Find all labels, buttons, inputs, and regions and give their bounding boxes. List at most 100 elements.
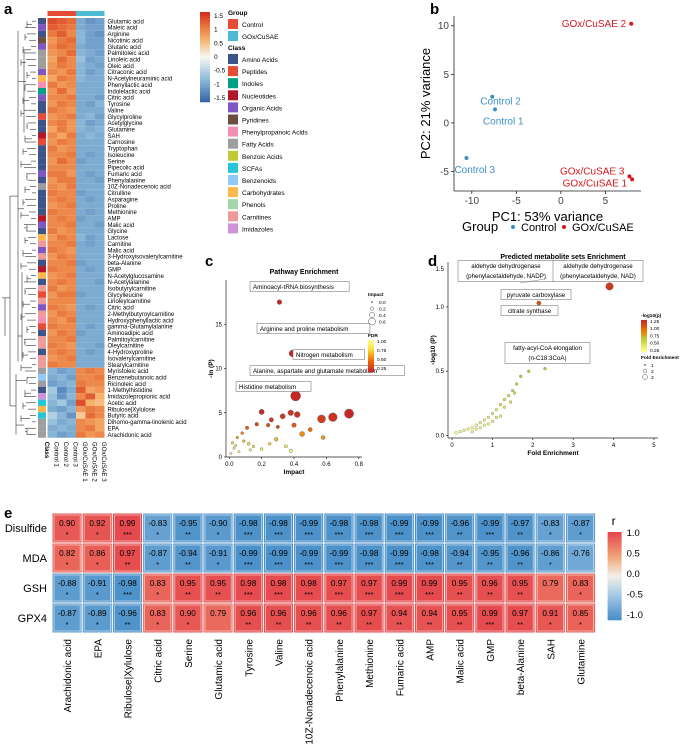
heatmap-cell: [57, 215, 67, 222]
heatmap-row-label: 1-Methylhistidine: [108, 388, 154, 394]
correlation-cell-frame: [174, 574, 202, 602]
pathway-y-tick-label: 0: [219, 455, 223, 461]
heatmap-cell: [95, 246, 105, 254]
correlation-cell-frame: [234, 544, 262, 572]
heatmap-cell: [57, 107, 67, 114]
correlation-cell: [262, 512, 295, 544]
heatmap-row-label: Oleic acid: [108, 64, 134, 70]
heatmap-cell: [57, 56, 67, 63]
heatmap-cell: [57, 323, 67, 330]
group-bar-cell: [95, 11, 105, 16]
correlation-cell-frame: [536, 574, 564, 602]
class-legend-swatch: [228, 162, 238, 173]
class-legend-label: Carbohydrates: [242, 190, 285, 197]
heatmap-row-label: AMP: [108, 217, 121, 223]
heatmap-cell: [85, 151, 95, 158]
correlation-significance: **: [306, 620, 312, 629]
impact-legend-marker: [368, 317, 376, 326]
heatmap-cell: [85, 266, 95, 273]
pca-point: [492, 107, 497, 112]
correlation-significance: *: [217, 560, 220, 569]
correlation-cell-frame: [355, 514, 383, 542]
correlation-value: -0.99: [390, 549, 409, 558]
enrichment-size-legend-label: 3: [651, 375, 654, 381]
class-legend-label: Phenols: [242, 202, 266, 209]
class-legend-label: SCFAs: [242, 166, 263, 173]
heatmap-cell: [95, 297, 105, 305]
heatmap-cell: [85, 126, 95, 133]
correlation-value: -0.95: [481, 549, 500, 558]
enrichment-colorbar-segment: [641, 344, 647, 346]
correlation-value: 0.96: [271, 609, 287, 618]
heatmap-row-label: Glycine: [108, 229, 129, 235]
correlation-value: 0.91: [542, 609, 558, 618]
enrichment-y-tick-label: 1.0: [436, 305, 445, 311]
pathway-point: [274, 437, 279, 442]
pca-point: [464, 155, 469, 160]
correlation-value: -0.98: [360, 519, 379, 528]
correlation-colorbar-segment: [607, 611, 622, 614]
correlation-colorbar-segment: [607, 617, 622, 621]
correlation-colorbar-segment: [607, 540, 622, 544]
heatmap-cell: [47, 126, 57, 133]
heatmap-cell: [57, 151, 67, 158]
correlation-value: -0.97: [511, 519, 530, 528]
correlation-colorbar-segment: [607, 545, 622, 548]
colorbar-segment: [200, 28, 210, 31]
heatmap-cell: [76, 202, 86, 209]
heatmap-cell: [85, 234, 95, 241]
correlation-cell: [232, 542, 264, 574]
heatmap-cell: [76, 24, 86, 31]
heatmap-cell: [47, 189, 57, 197]
correlation-significance: ***: [425, 530, 434, 539]
heatmap-cell: [47, 253, 57, 260]
pca-x-label: PC1: 53% variance: [492, 209, 603, 224]
heatmap-cell: [47, 234, 57, 241]
heatmap-cell: [95, 62, 105, 69]
class-cell: [38, 336, 46, 343]
enrichment-y-tick-label: 0.5: [436, 369, 445, 375]
heatmap-cell: [85, 196, 95, 203]
heatmap-row-label: Malic acid: [108, 223, 135, 229]
class-legend-title: Class: [228, 45, 246, 52]
heatmap-cell: [95, 431, 105, 438]
heatmap-cell: [47, 418, 57, 426]
correlation-column-label: Ribulose|Xylulose: [124, 639, 135, 719]
heatmap-cell: [47, 412, 57, 419]
pathway-point: [232, 446, 236, 450]
correlation-cell-frame: [476, 514, 504, 542]
correlation-cell-frame: [144, 574, 172, 602]
class-legend-label: Benzenoids: [242, 178, 277, 185]
correlation-cell: [293, 512, 325, 544]
heatmap-cell: [57, 113, 67, 120]
heatmap-cell: [85, 202, 95, 209]
pca-x-tick-label: -5: [512, 196, 521, 207]
enrichment-point: [490, 419, 494, 423]
heatmap-row-label: 2-Methylbutyroylcarnitine: [108, 312, 175, 318]
pathway-point: [299, 431, 305, 437]
heatmap-cell: [57, 297, 67, 305]
heatmap-cell: [76, 234, 86, 241]
correlation-column-label: GMP: [486, 639, 497, 662]
heatmap-cell: [95, 49, 105, 57]
correlation-column-label: beta-Alanine: [516, 639, 527, 696]
heatmap-cell: [95, 342, 105, 349]
correlation-colorbar-segment: [607, 534, 622, 537]
heatmap-cell: [95, 94, 105, 101]
heatmap-cell: [76, 81, 86, 88]
heatmap-cell: [66, 336, 76, 343]
heatmap-cell: [47, 132, 57, 139]
correlation-cell-frame: [264, 514, 292, 542]
heatmap-cell: [76, 18, 86, 25]
enrichment-color-legend-tick: 0.75: [650, 333, 660, 339]
heatmap-cell: [57, 170, 67, 177]
correlation-value: -0.99: [299, 519, 318, 528]
correlation-cell-frame: [83, 514, 111, 542]
correlation-value: 0.90: [59, 519, 75, 528]
class-cell: [38, 126, 46, 133]
heatmap-cell: [85, 342, 95, 349]
correlation-cell: [383, 512, 415, 544]
correlation-legend-tick: 1.0: [627, 528, 640, 539]
correlation-significance: **: [125, 620, 131, 629]
